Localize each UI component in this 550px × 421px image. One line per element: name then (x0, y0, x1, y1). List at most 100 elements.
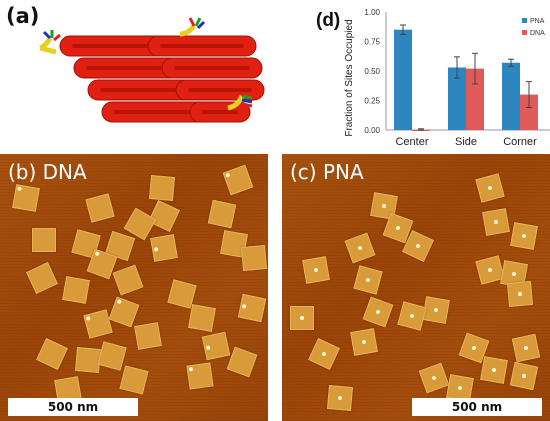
afm-image-dna: (b) DNA 500 nm (0, 154, 268, 421)
origami-tile (506, 280, 534, 308)
bound-site-spot (116, 299, 122, 305)
bound-site-spot (511, 271, 517, 277)
legend-label-dna: DNA (530, 30, 545, 37)
bound-site-spot (361, 339, 367, 345)
bound-site-spot (153, 247, 159, 252)
bar-pna-corner (502, 62, 520, 130)
origami-tile (85, 193, 115, 223)
origami-tile (12, 184, 40, 212)
panel-c-label: (c) PNA (290, 160, 364, 184)
origami-tile (240, 244, 268, 272)
origami-tile (222, 164, 254, 196)
origami-tile (418, 362, 450, 394)
bound-site-spot (357, 245, 363, 251)
y-tick-label: 0.75 (364, 38, 380, 47)
origami-tile (353, 265, 383, 295)
origami-tile (188, 304, 216, 332)
origami-tile (207, 199, 237, 229)
origami-schematic (39, 17, 265, 123)
origami-tile (226, 346, 258, 378)
origami-tile (480, 356, 508, 384)
origami-tile (83, 309, 113, 339)
bound-site-spot (85, 315, 91, 321)
bound-site-spot (365, 277, 371, 283)
scale-bar-dna: 500 nm (8, 398, 138, 416)
x-tick-label-center: Center (395, 136, 428, 148)
origami-tile (290, 306, 314, 330)
origami-tile (74, 346, 102, 374)
origami-tile (397, 301, 427, 331)
origami-tile (509, 361, 539, 391)
bound-site-spot (487, 267, 493, 273)
y-tick-label: 1.00 (364, 8, 380, 17)
bound-site-spot (471, 345, 477, 351)
x-tick-label-side: Side (455, 136, 477, 148)
origami-tile (511, 333, 541, 363)
linker-center (179, 17, 206, 37)
origami-tile (32, 228, 56, 252)
chart-panel-label: (d) (316, 10, 340, 31)
bound-site-spot (381, 203, 387, 209)
origami-tile (134, 322, 162, 350)
legend-swatch-dna (522, 30, 527, 35)
origami-tile (344, 232, 376, 264)
origami-tile (150, 234, 178, 262)
bound-site-spot (94, 251, 100, 257)
bound-site-spot (205, 345, 211, 351)
bar-dna-side (466, 68, 484, 130)
bound-site-spot (457, 385, 463, 391)
bar-dna-corner (520, 94, 538, 130)
bound-site-spot (415, 243, 421, 249)
origami-tile (510, 222, 538, 250)
occupancy-bar-chart: (d) Fraction of Sites Occupied 0.00 0.25 0… (316, 8, 550, 148)
origami-tile (97, 341, 127, 371)
bound-site-spot (433, 307, 439, 313)
bound-site-spot (395, 225, 401, 231)
bound-site-spot (409, 313, 415, 319)
bound-site-spot (241, 303, 247, 309)
linker-right (227, 94, 253, 111)
bound-site-spot (521, 233, 527, 239)
bound-site-spot (431, 375, 437, 381)
bound-site-spot (300, 316, 304, 320)
scale-bar-pna-label: 500 nm (451, 400, 503, 414)
bound-site-spot (493, 219, 499, 225)
panel-a-label: (a) (6, 4, 40, 28)
origami-tile (62, 276, 90, 304)
origami-tile (482, 208, 510, 236)
bound-site-spot (321, 351, 327, 357)
bound-site-spot (491, 367, 497, 373)
origami-tile (362, 296, 394, 328)
origami-tile (186, 362, 214, 390)
origami-tile (302, 256, 330, 284)
legend-label-pna: PNA (530, 18, 545, 25)
origami-tile (308, 338, 340, 370)
afm-image-pna: (c) PNA 500 nm (282, 154, 550, 421)
bound-site-spot (487, 185, 493, 191)
bound-site-spot (17, 186, 22, 192)
y-axis-label: Fraction of Sites Occupied (344, 19, 355, 136)
scale-bar-pna: 500 nm (412, 398, 542, 416)
origami-tile (112, 264, 144, 296)
origami-tile (148, 200, 180, 232)
y-tick-label: 0.50 (364, 67, 380, 76)
x-tick-label-corner: Corner (503, 136, 537, 148)
bound-site-spot (188, 366, 194, 372)
origami-tile (422, 296, 450, 324)
origami-tile (26, 262, 58, 294)
bound-site-spot (517, 291, 523, 297)
bound-site-spot (523, 345, 529, 351)
bound-site-spot (337, 395, 343, 401)
origami-tile (326, 384, 354, 412)
linker-left (39, 30, 61, 55)
bar-pna-center (394, 29, 412, 131)
scale-bar-dna-label: 500 nm (47, 400, 99, 414)
origami-tile (201, 331, 231, 361)
bound-site-spot (313, 267, 319, 273)
origami-tile (108, 296, 140, 328)
origami-tile (350, 328, 378, 356)
panel-b-label: (b) DNA (8, 160, 87, 184)
bound-site-spot (521, 373, 527, 379)
bar-pna-side (448, 67, 466, 130)
y-tick-label: 0.25 (364, 97, 380, 106)
